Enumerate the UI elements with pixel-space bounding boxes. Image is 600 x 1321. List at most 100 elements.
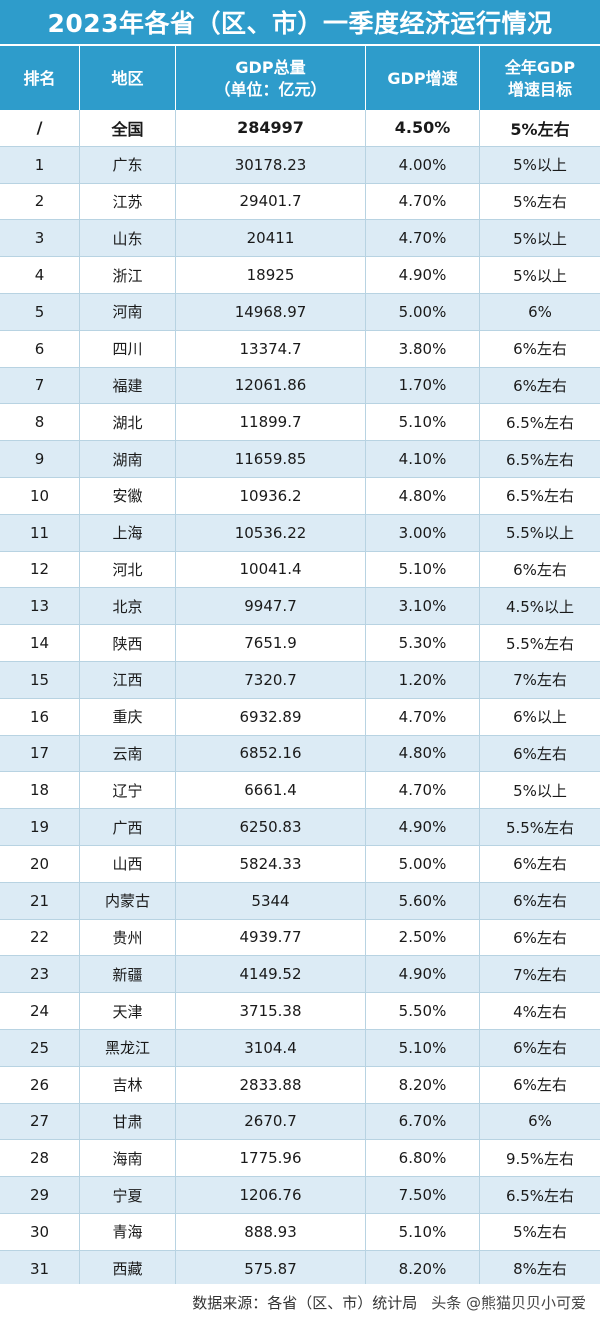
cell-target: 7%左右 (513, 965, 567, 984)
cell-gdp: 284997 (176, 110, 366, 146)
cell-target: 5%左右 (513, 192, 567, 211)
table-row: 4 浙江 18925 4.90% 5%以上 (0, 257, 600, 294)
table-row: 10 安徽 10936.2 4.80% 6.5%左右 (0, 477, 600, 515)
table-row: 16 重庆 6932.89 4.70% 6%以上 (0, 698, 600, 736)
cell-target: 5.5%以上 (505, 524, 575, 543)
table-row-total: / 全国 284997 4.50% 5%左右 (0, 110, 600, 147)
cell-region: 重庆 (80, 698, 176, 735)
cell-gdp: 575.87 (176, 1250, 366, 1287)
header-target: 全年GDP 增速目标 (480, 46, 600, 112)
cell-region: 陕西 (80, 625, 176, 661)
cell-target: 6% (528, 302, 552, 321)
cell-growth: 4.00% (366, 146, 480, 183)
cell-gdp: 6250.83 (176, 809, 366, 845)
cell-rank: 1 (0, 146, 80, 183)
cell-target: 6% (528, 1112, 552, 1131)
cell-gdp: 6852.16 (176, 735, 366, 772)
table-row: 11 上海 10536.22 3.00% 5.5%以上 (0, 514, 600, 552)
table-header: 排名 地区 GDP总量 （单位：亿元） GDP增速 全年GDP 增速目标 (0, 44, 600, 112)
cell-growth: 3.00% (366, 514, 480, 551)
cell-growth: 5.50% (366, 993, 480, 1029)
cell-gdp: 11899.7 (176, 404, 366, 441)
table-row: 2 江苏 29401.7 4.70% 5%左右 (0, 183, 600, 221)
cell-rank: 29 (0, 1177, 80, 1213)
cell-rank: 4 (0, 257, 80, 293)
cell-target: 6.5%左右 (505, 487, 575, 506)
table-row: 27 甘肃 2670.7 6.70% 6% (0, 1103, 600, 1141)
cell-gdp: 10936.2 (176, 477, 366, 514)
table-row: 20 山西 5824.33 5.00% 6%左右 (0, 845, 600, 883)
cell-region: 青海 (80, 1213, 176, 1250)
cell-gdp: 10041.4 (176, 551, 366, 588)
cell-growth: 4.10% (366, 441, 480, 477)
cell-target: 6.5%左右 (505, 450, 575, 469)
cell-gdp: 5824.33 (176, 845, 366, 882)
cell-growth: 5.10% (366, 551, 480, 588)
cell-target: 6%左右 (513, 376, 567, 395)
header-gdp: GDP总量 （单位：亿元） (176, 46, 366, 112)
cell-region: 内蒙古 (80, 882, 176, 919)
cell-rank: 30 (0, 1213, 80, 1250)
cell-gdp: 4149.52 (176, 956, 366, 993)
table-row: 24 天津 3715.38 5.50% 4%左右 (0, 993, 600, 1030)
header-growth-label: GDP增速 (387, 69, 458, 88)
cell-region: 贵州 (80, 919, 176, 956)
cell-growth: 6.80% (366, 1140, 480, 1177)
cell-target: 5.5%左右 (505, 634, 575, 653)
cell-region: 四川 (80, 330, 176, 367)
cell-rank: 5 (0, 293, 80, 330)
table-row: 3 山东 20411 4.70% 5%以上 (0, 220, 600, 258)
cell-rank: 26 (0, 1066, 80, 1103)
cell-target: 6.5%左右 (505, 1186, 575, 1205)
cell-growth: 2.50% (366, 919, 480, 956)
header-target-label: 全年GDP (504, 58, 576, 77)
cell-gdp: 7651.9 (176, 625, 366, 661)
cell-region: 新疆 (80, 956, 176, 993)
cell-gdp: 11659.85 (176, 441, 366, 477)
cell-rank: 9 (0, 441, 80, 477)
table-row: 13 北京 9947.7 3.10% 4.5%以上 (0, 588, 600, 626)
header-target-label-2: 增速目标 (507, 80, 572, 99)
cell-rank: 11 (0, 514, 80, 551)
cell-growth: 5.10% (366, 1029, 480, 1066)
cell-target: 6%左右 (513, 340, 567, 359)
cell-region: 安徽 (80, 477, 176, 514)
cell-rank: 12 (0, 551, 80, 588)
table-row: 7 福建 12061.86 1.70% 6%左右 (0, 367, 600, 405)
cell-rank: 7 (0, 367, 80, 404)
header-rank-label: 排名 (23, 69, 56, 88)
cell-growth: 4.90% (366, 956, 480, 993)
table-row: 21 内蒙古 5344 5.60% 6%左右 (0, 882, 600, 920)
cell-gdp: 12061.86 (176, 367, 366, 404)
cell-rank: 16 (0, 698, 80, 735)
cell-target: 6%左右 (513, 560, 567, 579)
data-source: 数据来源：各省（区、市）统计局 (192, 1294, 418, 1312)
cell-rank: 24 (0, 993, 80, 1029)
cell-growth: 4.90% (366, 257, 480, 293)
cell-growth: 8.20% (366, 1250, 480, 1287)
cell-region: 浙江 (80, 257, 176, 293)
cell-gdp: 30178.23 (176, 146, 366, 183)
cell-region: 全国 (80, 110, 176, 146)
cell-region: 云南 (80, 735, 176, 772)
cell-gdp: 13374.7 (176, 330, 366, 367)
cell-rank: 20 (0, 845, 80, 882)
cell-region: 湖南 (80, 441, 176, 477)
cell-region: 北京 (80, 588, 176, 625)
cell-growth: 1.20% (366, 661, 480, 698)
cell-target: 6%左右 (513, 1076, 567, 1095)
cell-target: 5%以上 (513, 781, 567, 800)
table-row: 30 青海 888.93 5.10% 5%左右 (0, 1213, 600, 1251)
table-row: 29 宁夏 1206.76 7.50% 6.5%左右 (0, 1177, 600, 1214)
cell-gdp: 1775.96 (176, 1140, 366, 1177)
cell-region: 海南 (80, 1140, 176, 1177)
cell-region: 西藏 (80, 1250, 176, 1287)
header-region: 地区 (80, 46, 176, 112)
cell-growth: 5.00% (366, 293, 480, 330)
cell-rank: 6 (0, 330, 80, 367)
cell-gdp: 18925 (176, 257, 366, 293)
cell-target: 6%左右 (513, 1039, 567, 1058)
cell-rank: 25 (0, 1029, 80, 1066)
cell-region: 湖北 (80, 404, 176, 441)
cell-growth: 1.70% (366, 367, 480, 404)
